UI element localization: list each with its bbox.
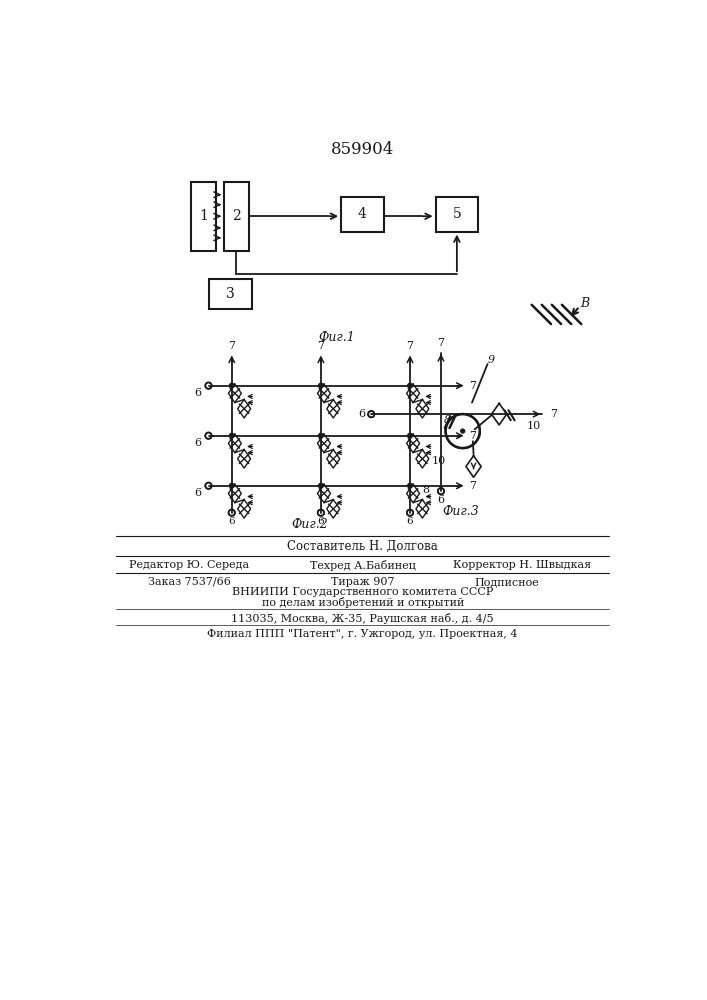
Text: 1: 1 xyxy=(199,209,209,223)
Text: 6: 6 xyxy=(194,438,201,448)
Text: 6: 6 xyxy=(194,388,201,398)
Bar xyxy=(209,279,252,309)
Text: Тираж 907: Тираж 907 xyxy=(331,577,395,587)
Circle shape xyxy=(408,483,412,488)
Circle shape xyxy=(408,433,412,438)
Circle shape xyxy=(438,488,444,494)
Text: 2: 2 xyxy=(232,209,241,223)
Circle shape xyxy=(319,433,323,438)
Text: 8: 8 xyxy=(422,485,429,495)
Text: 859904: 859904 xyxy=(331,141,395,158)
Text: 10: 10 xyxy=(527,421,541,431)
Text: по делам изобретений и открытий: по делам изобретений и открытий xyxy=(262,597,464,608)
Bar xyxy=(192,182,216,251)
Bar xyxy=(341,197,384,232)
Text: 7: 7 xyxy=(469,381,477,391)
Circle shape xyxy=(229,510,235,515)
Circle shape xyxy=(230,433,234,438)
Text: 5: 5 xyxy=(452,207,461,221)
Text: Корректор Н. Швыдкая: Корректор Н. Швыдкая xyxy=(453,560,592,570)
Text: ВНИИПИ Государственного комитета СССР: ВНИИПИ Государственного комитета СССР xyxy=(232,587,493,597)
Circle shape xyxy=(206,433,211,438)
Text: 6: 6 xyxy=(407,517,414,526)
Text: 9: 9 xyxy=(488,355,495,365)
Text: 3: 3 xyxy=(226,287,235,301)
Text: 7: 7 xyxy=(228,341,235,351)
Text: 113035, Москва, Ж-35, Раушская наб., д. 4/5: 113035, Москва, Ж-35, Раушская наб., д. … xyxy=(231,613,494,624)
Circle shape xyxy=(206,483,211,488)
Text: 6: 6 xyxy=(317,517,325,526)
Text: 7: 7 xyxy=(469,431,477,441)
Text: Филиал ППП "Патент", г. Ужгород, ул. Проектная, 4: Филиал ППП "Патент", г. Ужгород, ул. Про… xyxy=(207,629,518,639)
Text: Фиг.2: Фиг.2 xyxy=(291,518,327,531)
Bar xyxy=(224,182,249,251)
Text: Фиг.3: Фиг.3 xyxy=(442,505,479,518)
Text: 6: 6 xyxy=(194,488,201,498)
Text: 10: 10 xyxy=(431,456,446,466)
Text: 6: 6 xyxy=(358,409,366,419)
Circle shape xyxy=(230,383,234,388)
Text: 8: 8 xyxy=(443,415,451,425)
Text: 7: 7 xyxy=(469,481,477,491)
Circle shape xyxy=(230,483,234,488)
Circle shape xyxy=(319,483,323,488)
Text: Заказ 7537/66: Заказ 7537/66 xyxy=(148,577,230,587)
Text: 6: 6 xyxy=(228,517,235,526)
Circle shape xyxy=(408,383,412,388)
Bar xyxy=(436,197,478,232)
Circle shape xyxy=(318,510,324,515)
Text: 7: 7 xyxy=(317,341,325,351)
Text: 4: 4 xyxy=(358,207,367,221)
Text: Фиг.1: Фиг.1 xyxy=(318,331,355,344)
Text: 6: 6 xyxy=(438,495,445,505)
Text: 7: 7 xyxy=(407,341,414,351)
Text: Подписное: Подписное xyxy=(474,577,539,587)
Circle shape xyxy=(461,429,464,433)
Text: Составитель Н. Долгова: Составитель Н. Долгова xyxy=(287,540,438,553)
Circle shape xyxy=(368,411,374,417)
Circle shape xyxy=(446,415,479,447)
Circle shape xyxy=(319,383,323,388)
Circle shape xyxy=(407,510,413,515)
Text: Редактор Ю. Середа: Редактор Ю. Середа xyxy=(129,560,249,570)
Text: Техред А.Бабинец: Техред А.Бабинец xyxy=(310,560,416,571)
Text: 7: 7 xyxy=(550,409,557,419)
Text: 7: 7 xyxy=(438,338,445,348)
Text: B: B xyxy=(580,297,589,310)
Circle shape xyxy=(206,383,211,388)
